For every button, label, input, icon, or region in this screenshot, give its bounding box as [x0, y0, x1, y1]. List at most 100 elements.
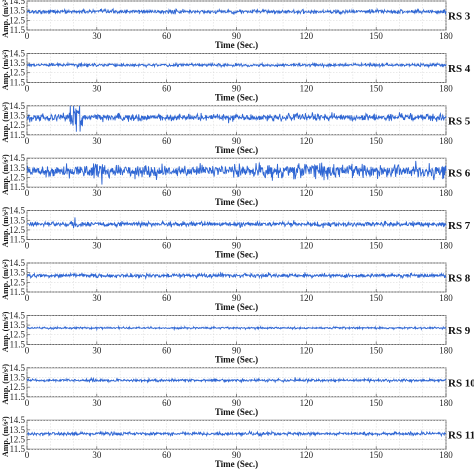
y-tick-label: 13.5 — [9, 425, 25, 435]
signal-trace — [26, 217, 447, 229]
x-tick-label: 90 — [232, 450, 242, 460]
grid — [26, 367, 447, 398]
x-tick-label: 90 — [232, 398, 242, 408]
y-axis-label: Amp. (m/s²) — [1, 416, 10, 457]
y-tick-label: 11.5 — [10, 25, 26, 35]
x-tick-label: 0 — [25, 83, 30, 93]
y-tick-label: 13.5 — [9, 110, 25, 120]
x-tick-label: 120 — [300, 398, 314, 408]
x-tick-label: 90 — [232, 136, 242, 146]
x-tick-label: 60 — [162, 345, 172, 355]
x-axis-label: Time (Sec.) — [215, 407, 258, 417]
signal-trace — [26, 324, 447, 332]
station-label: RS 11 — [448, 430, 474, 442]
y-axis-label: Amp. (m/s²) — [1, 0, 10, 38]
y-tick-label: 13.5 — [9, 6, 25, 16]
y-tick-label: 13.5 — [9, 163, 25, 173]
panel-rs-4: 14.513.512.511.50 30 60 90 120 150 180 Time (Se… — [1, 48, 471, 102]
panel-rs-7: 14.513.512.511.50 30 60 90 120 150 180 Time (Se… — [1, 206, 471, 260]
station-label: RS 8 — [448, 273, 471, 285]
x-tick-label: 30 — [92, 345, 102, 355]
signal-trace — [26, 429, 447, 438]
x-tick-label: 60 — [162, 293, 172, 303]
x-tick-label: 0 — [25, 293, 30, 303]
y-tick-label: 14.5 — [9, 415, 25, 425]
y-tick-label: 14.5 — [9, 153, 25, 163]
signal-trace — [26, 105, 447, 132]
x-tick-label: 150 — [369, 450, 383, 460]
panel-rs-5: 14.513.512.511.50 30 60 90 120 150 180 Time (Se… — [1, 101, 471, 155]
x-tick-label: 60 — [162, 136, 172, 146]
x-tick-label: 60 — [162, 83, 172, 93]
x-axis-label: Time (Sec.) — [215, 145, 258, 155]
x-tick-label: 30 — [92, 398, 102, 408]
x-tick-label: 150 — [369, 241, 383, 251]
x-tick-label: 120 — [300, 31, 314, 41]
panel-rs-11: 14.513.512.511.50 30 60 90 120 150 180 Time (Se… — [1, 415, 474, 469]
y-tick-label: 13.5 — [9, 372, 25, 382]
x-tick-label: 0 — [25, 450, 30, 460]
y-axis-label: Amp. (m/s²) — [1, 154, 10, 195]
y-tick-label: 12.5 — [9, 277, 25, 287]
x-tick-label: 180 — [439, 83, 453, 93]
x-tick-label: 150 — [369, 188, 383, 198]
x-tick-label: 120 — [300, 83, 314, 93]
y-tick-label: 11.5 — [10, 130, 26, 140]
y-tick-label: 13.5 — [9, 320, 25, 330]
y-tick-label: 12.5 — [9, 330, 25, 340]
y-tick-label: 11.5 — [10, 444, 26, 454]
x-tick-label: 180 — [439, 398, 453, 408]
x-tick-label: 30 — [92, 241, 102, 251]
signal-trace — [26, 376, 447, 384]
station-label: RS 9 — [448, 325, 471, 337]
x-tick-label: 180 — [439, 293, 453, 303]
x-tick-label: 0 — [25, 31, 30, 41]
x-tick-label: 30 — [92, 188, 102, 198]
x-axis-label: Time (Sec.) — [215, 197, 258, 207]
panel-rs-9: 14.513.512.511.50 30 60 90 120 150 180 Time (Se… — [1, 310, 471, 364]
x-tick-label: 90 — [232, 241, 242, 251]
y-tick-label: 11.5 — [10, 339, 26, 349]
x-tick-label: 120 — [300, 188, 314, 198]
y-tick-label: 14.5 — [9, 48, 25, 58]
y-tick-label: 11.5 — [10, 287, 26, 297]
x-tick-label: 0 — [25, 136, 30, 146]
y-axis-label: Amp. (m/s²) — [1, 364, 10, 405]
x-tick-label: 90 — [232, 345, 242, 355]
x-tick-label: 90 — [232, 293, 242, 303]
y-tick-label: 14.5 — [9, 101, 25, 111]
panel-rs-10: 14.513.512.511.50 30 60 90 120 150 180 Time (Se… — [1, 363, 474, 417]
x-tick-label: 0 — [25, 398, 30, 408]
x-tick-label: 30 — [92, 136, 102, 146]
y-tick-label: 11.5 — [10, 392, 26, 402]
y-axis-label: Amp. (m/s²) — [1, 311, 10, 352]
y-tick-label: 13.5 — [9, 268, 25, 278]
y-tick-label: 12.5 — [9, 15, 25, 25]
x-axis-label: Time (Sec.) — [215, 40, 258, 50]
x-tick-label: 90 — [232, 83, 242, 93]
x-tick-label: 120 — [300, 136, 314, 146]
station-label: RS 4 — [448, 63, 471, 75]
y-tick-label: 14.5 — [9, 0, 25, 6]
x-tick-label: 90 — [232, 31, 242, 41]
x-tick-label: 60 — [162, 188, 172, 198]
y-tick-label: 14.5 — [9, 206, 25, 216]
x-tick-label: 180 — [439, 345, 453, 355]
x-tick-label: 150 — [369, 83, 383, 93]
x-tick-label: 60 — [162, 398, 172, 408]
x-tick-label: 0 — [25, 241, 30, 251]
signal-trace — [26, 271, 447, 280]
y-tick-label: 13.5 — [9, 58, 25, 68]
y-axis-label: Amp. (m/s²) — [1, 102, 10, 143]
x-axis-label: Time (Sec.) — [215, 250, 258, 260]
station-label: RS 5 — [448, 115, 471, 127]
x-axis-label: Time (Sec.) — [215, 92, 258, 102]
panel-rs-3: 14.513.512.511.50 30 60 90 120 150 180 Time (Se… — [1, 0, 471, 50]
x-tick-label: 30 — [92, 31, 102, 41]
y-tick-label: 14.5 — [9, 258, 25, 268]
y-tick-label: 12.5 — [9, 382, 25, 392]
y-axis-label: Amp. (m/s²) — [1, 49, 10, 90]
x-tick-label: 150 — [369, 398, 383, 408]
x-tick-label: 180 — [439, 136, 453, 146]
